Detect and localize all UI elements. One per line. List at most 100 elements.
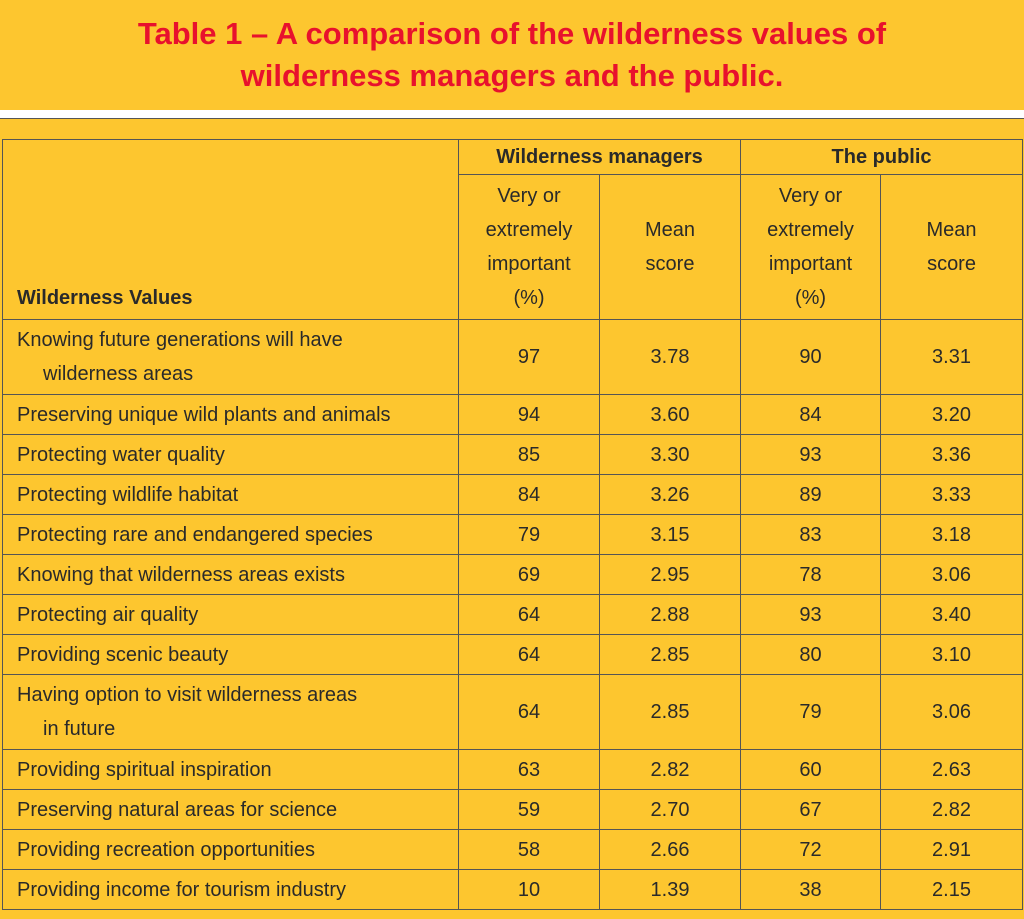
row-label: Protecting water quality: [2, 434, 459, 475]
row-label: Protecting air quality: [2, 594, 459, 635]
sub-header-line: extremely: [767, 219, 854, 241]
cell: 58: [458, 829, 600, 870]
sub-header-line: score: [927, 253, 976, 275]
row-label: Preserving unique wild plants and animal…: [2, 394, 459, 435]
cell: 64: [458, 674, 600, 750]
data-row: Protecting water quality 85 3.30 93 3.36: [2, 434, 1024, 475]
row-label-line: Knowing future generations will have: [17, 329, 343, 351]
cell: 69: [458, 554, 600, 595]
cell: 3.06: [880, 554, 1024, 595]
cell: 60: [740, 749, 882, 790]
title: Table 1 – A comparison of the wilderness…: [0, 0, 1024, 110]
cell: 63: [458, 749, 600, 790]
group-header-row: Wilderness Values Wilderness managers The …: [2, 139, 1024, 320]
sub-header-row: Very or extremely important (%) Mean score Ver…: [3, 174, 1024, 320]
row-label-line: Providing recreation opportunities: [17, 838, 315, 861]
row-label-line: Providing income for tourism industry: [17, 878, 347, 901]
data-row: Providing income for tourism industry 10 1…: [2, 869, 1024, 910]
cell: 79: [740, 674, 882, 750]
row-label: Providing recreation opportunities: [2, 829, 459, 870]
row-label: Preserving natural areas for science: [2, 789, 459, 830]
cell: 84: [740, 394, 882, 435]
cell: 3.33: [880, 474, 1024, 515]
row-label-line: in future: [43, 718, 116, 740]
cell: 2.95: [598, 554, 742, 595]
data-row: Having option to visit wilderness areas i…: [2, 674, 1024, 750]
divider: [0, 110, 1024, 118]
data-row: Preserving natural areas for science 59 2.…: [2, 789, 1024, 830]
title-line: wilderness managers and the public.: [240, 58, 784, 93]
sub-header-line: important: [768, 253, 853, 275]
row-label-line: Providing spiritual inspiration: [17, 758, 272, 781]
sub-header: Mean score: [598, 174, 742, 320]
data-row: Providing spiritual inspiration 63 2.82 60 2…: [2, 749, 1024, 790]
cell: 84: [458, 474, 600, 515]
row-label-line: Protecting wildlife habitat: [17, 483, 239, 506]
cell: 72: [740, 829, 882, 870]
cell: 2.63: [880, 749, 1024, 790]
cell: 3.18: [880, 514, 1024, 555]
row-label-line: Preserving natural areas for science: [17, 798, 338, 821]
cell: 2.66: [598, 829, 742, 870]
data-row: Providing scenic beauty 64 2.85 80 3.10: [2, 634, 1024, 675]
sub-header-line: (%): [794, 287, 827, 309]
cell: 85: [458, 434, 600, 475]
row-label-line: Protecting air quality: [17, 603, 199, 626]
row-label-line: wilderness areas: [43, 363, 194, 385]
row-label: Providing income for tourism industry: [2, 869, 459, 910]
cell: 83: [740, 514, 882, 555]
cell: 90: [740, 319, 882, 395]
row-label: Providing scenic beauty: [2, 634, 459, 675]
cell: 59: [458, 789, 600, 830]
title-line: Table 1 – A comparison of the wilderness…: [137, 16, 887, 51]
row-label: Knowing future generations will have wild…: [2, 319, 459, 395]
cell: 97: [458, 319, 600, 395]
sub-header-line: extremely: [485, 219, 573, 241]
data-row: Protecting rare and endangered species 79…: [2, 514, 1024, 555]
sub-header-line: Very or: [778, 185, 843, 207]
sub-header: Very or extremely important (%): [458, 174, 600, 320]
sub-header-line: important: [487, 253, 571, 275]
data-row: Providing recreation opportunities 58 2.66…: [2, 829, 1024, 870]
cell: 2.82: [598, 749, 742, 790]
cell: 2.70: [598, 789, 742, 830]
row-label-line: Preserving unique wild plants and animal…: [17, 403, 391, 426]
row-label-line: Providing scenic beauty: [17, 643, 229, 666]
group-header: The public: [740, 139, 1024, 175]
cell: 3.40: [880, 594, 1024, 635]
data-row: Preserving unique wild plants and animal…: [2, 394, 1024, 435]
cell: 3.30: [598, 434, 742, 475]
sub-header-line: score: [645, 253, 695, 275]
cell: 78: [740, 554, 882, 595]
data-row: Protecting air quality 64 2.88 93 3.40: [2, 594, 1024, 635]
cell: 1.39: [598, 869, 742, 910]
cell: 10: [458, 869, 600, 910]
cell: 3.60: [598, 394, 742, 435]
cell: 89: [740, 474, 882, 515]
cell: 2.85: [598, 634, 742, 675]
table: Wilderness Values Wilderness managers The …: [2, 139, 1024, 910]
sub-header: Very or extremely important (%): [740, 174, 882, 320]
cell: 3.78: [598, 319, 742, 395]
cell: 67: [740, 789, 882, 830]
row-label: Providing spiritual inspiration: [2, 749, 459, 790]
row-label-line: Having option to visit wilderness areas: [17, 684, 358, 706]
cell: 93: [740, 594, 882, 635]
sub-header-line: (%): [513, 287, 545, 309]
row-label-line: Protecting rare and endangered species: [17, 523, 373, 546]
cell: 2.82: [880, 789, 1024, 830]
cell: 79: [458, 514, 600, 555]
cell: 3.36: [880, 434, 1024, 475]
row-label: Knowing that wilderness areas exists: [2, 554, 459, 595]
cell: 3.06: [880, 674, 1024, 750]
cell: 2.15: [880, 869, 1024, 910]
row-label: Protecting wildlife habitat: [2, 474, 459, 515]
cell: 3.26: [598, 474, 742, 515]
cell: 3.20: [880, 394, 1024, 435]
cell: 80: [740, 634, 882, 675]
cell: 94: [458, 394, 600, 435]
cell: 93: [740, 434, 882, 475]
data-row: Knowing that wilderness areas exists 69 2.…: [2, 554, 1024, 595]
sub-header: Mean score: [880, 174, 1024, 320]
